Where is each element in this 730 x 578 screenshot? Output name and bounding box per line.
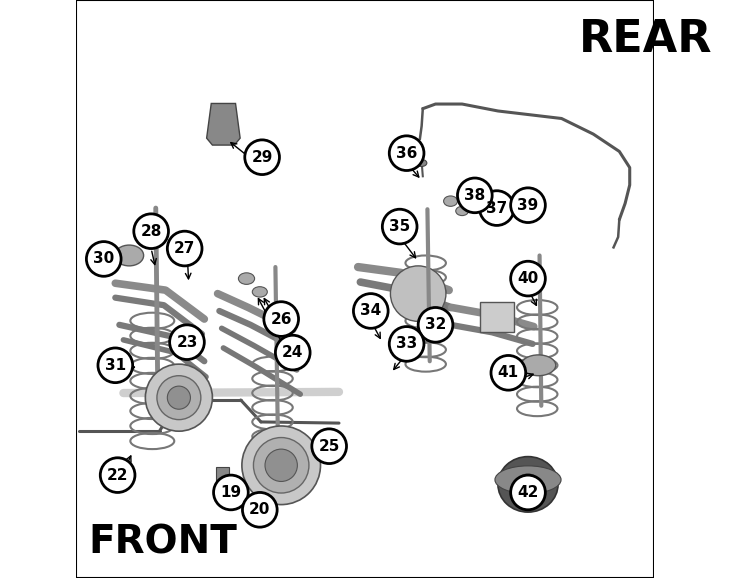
Text: 35: 35 xyxy=(389,219,410,234)
Text: 22: 22 xyxy=(107,468,128,483)
Circle shape xyxy=(167,231,202,266)
Text: 28: 28 xyxy=(140,224,162,239)
Circle shape xyxy=(265,449,297,481)
Text: 42: 42 xyxy=(518,485,539,500)
Ellipse shape xyxy=(456,206,469,216)
Circle shape xyxy=(353,294,388,328)
Text: 33: 33 xyxy=(396,336,418,351)
Circle shape xyxy=(480,191,514,225)
Circle shape xyxy=(389,327,424,361)
Circle shape xyxy=(169,325,204,360)
Ellipse shape xyxy=(517,474,539,495)
Circle shape xyxy=(157,376,201,420)
Text: 38: 38 xyxy=(464,188,485,203)
Circle shape xyxy=(511,188,545,223)
Text: 34: 34 xyxy=(360,303,381,318)
Text: 19: 19 xyxy=(220,485,242,500)
Ellipse shape xyxy=(444,196,458,206)
Text: 23: 23 xyxy=(176,335,198,350)
Text: 26: 26 xyxy=(270,312,292,327)
Circle shape xyxy=(389,136,424,171)
Text: 31: 31 xyxy=(104,358,126,373)
Ellipse shape xyxy=(495,466,561,494)
Circle shape xyxy=(86,242,121,276)
Circle shape xyxy=(214,475,248,510)
Ellipse shape xyxy=(521,355,556,376)
Text: 29: 29 xyxy=(251,150,273,165)
Circle shape xyxy=(312,429,347,464)
Text: 36: 36 xyxy=(396,146,418,161)
Circle shape xyxy=(100,458,135,492)
Circle shape xyxy=(391,266,446,321)
Ellipse shape xyxy=(115,245,144,266)
Ellipse shape xyxy=(498,457,558,512)
Text: 30: 30 xyxy=(93,251,115,266)
Circle shape xyxy=(167,386,191,409)
Circle shape xyxy=(264,302,299,336)
Circle shape xyxy=(98,348,133,383)
Text: 41: 41 xyxy=(498,365,519,380)
Text: 40: 40 xyxy=(518,271,539,286)
Circle shape xyxy=(134,214,169,249)
Circle shape xyxy=(245,140,280,175)
Circle shape xyxy=(145,364,212,431)
Text: 25: 25 xyxy=(318,439,340,454)
Text: 20: 20 xyxy=(249,502,271,517)
Text: 32: 32 xyxy=(425,317,446,332)
Circle shape xyxy=(242,426,320,505)
Text: 27: 27 xyxy=(174,241,196,256)
Circle shape xyxy=(253,438,309,493)
Ellipse shape xyxy=(239,273,255,284)
Circle shape xyxy=(511,475,545,510)
Text: 39: 39 xyxy=(518,198,539,213)
Text: 37: 37 xyxy=(486,201,507,216)
FancyBboxPatch shape xyxy=(480,302,513,332)
Circle shape xyxy=(275,335,310,370)
FancyBboxPatch shape xyxy=(217,467,229,482)
Text: FRONT: FRONT xyxy=(89,524,237,562)
Circle shape xyxy=(383,209,417,244)
Ellipse shape xyxy=(253,287,267,297)
Circle shape xyxy=(418,307,453,342)
Circle shape xyxy=(511,261,545,296)
Ellipse shape xyxy=(416,160,427,166)
Circle shape xyxy=(491,355,526,390)
Polygon shape xyxy=(207,103,240,145)
Circle shape xyxy=(242,492,277,527)
Text: 24: 24 xyxy=(282,345,304,360)
Text: REAR: REAR xyxy=(579,18,712,61)
Circle shape xyxy=(458,178,492,213)
